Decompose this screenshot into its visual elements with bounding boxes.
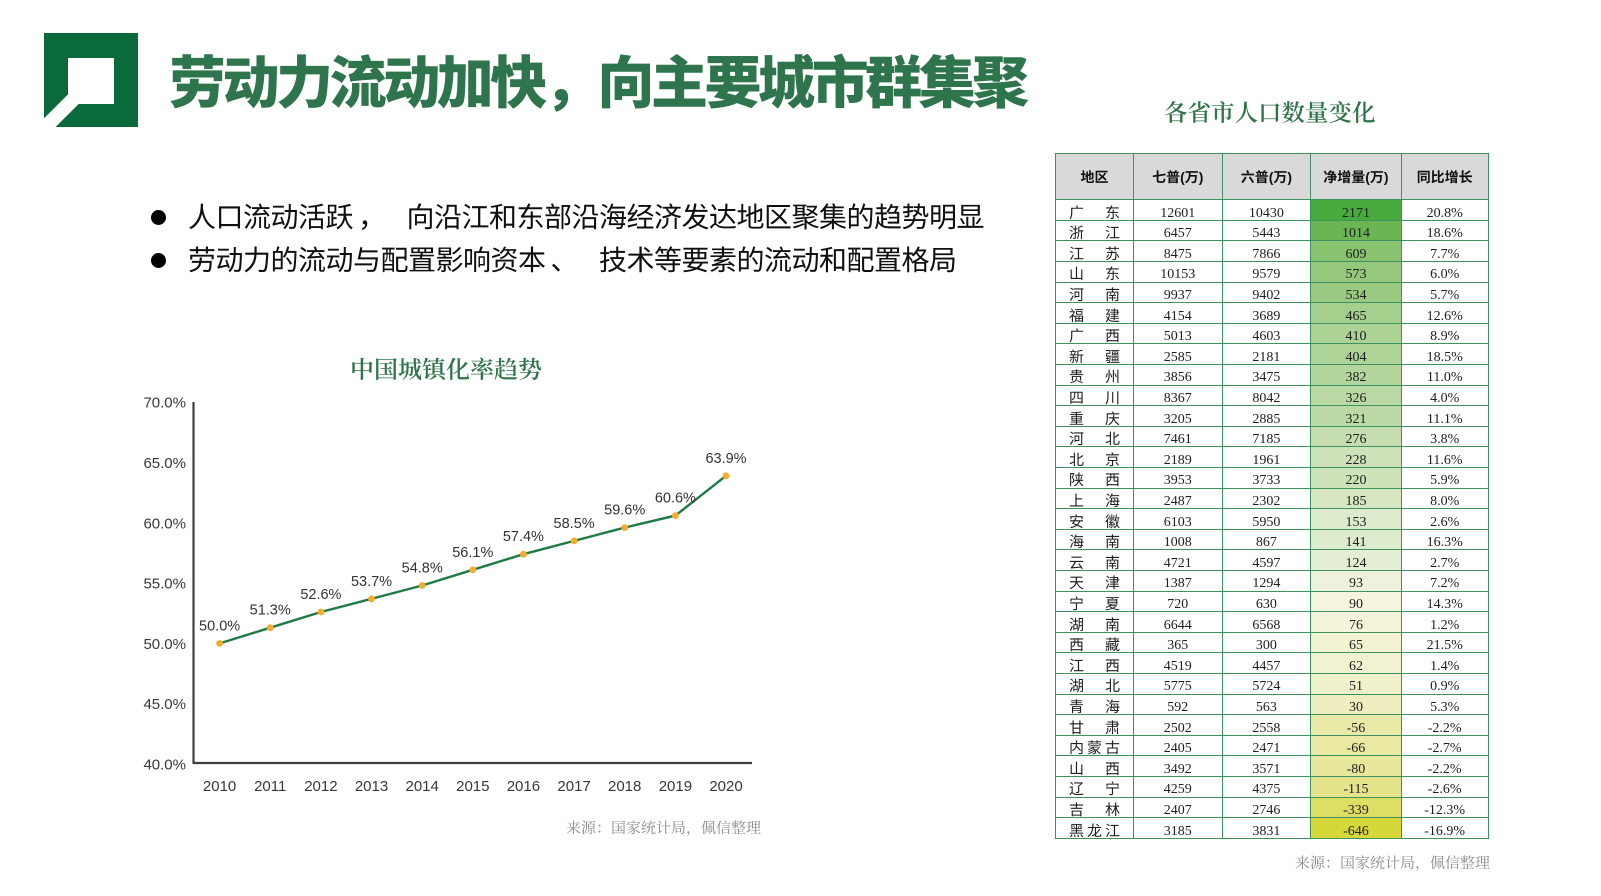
svg-text:2016: 2016 xyxy=(507,778,540,795)
svg-text:65.0%: 65.0% xyxy=(143,455,186,472)
svg-text:2015: 2015 xyxy=(456,778,489,795)
svg-text:2014: 2014 xyxy=(406,778,439,795)
svg-text:2019: 2019 xyxy=(659,778,692,795)
svg-text:40.0%: 40.0% xyxy=(143,757,186,774)
svg-text:52.6%: 52.6% xyxy=(300,587,341,603)
svg-text:45.0%: 45.0% xyxy=(143,696,186,713)
svg-text:60.6%: 60.6% xyxy=(655,491,696,507)
svg-text:58.5%: 58.5% xyxy=(554,516,595,532)
svg-text:2018: 2018 xyxy=(608,778,641,795)
svg-text:2017: 2017 xyxy=(557,778,590,795)
svg-text:2013: 2013 xyxy=(355,778,388,795)
svg-text:63.9%: 63.9% xyxy=(705,451,746,467)
svg-text:56.1%: 56.1% xyxy=(452,545,493,561)
svg-text:51.3%: 51.3% xyxy=(250,603,291,619)
svg-text:57.4%: 57.4% xyxy=(503,529,544,545)
svg-text:53.7%: 53.7% xyxy=(351,574,392,590)
svg-text:54.8%: 54.8% xyxy=(402,561,443,577)
svg-text:2010: 2010 xyxy=(203,778,236,795)
svg-text:60.0%: 60.0% xyxy=(143,515,186,532)
svg-text:59.6%: 59.6% xyxy=(604,503,645,519)
svg-text:2020: 2020 xyxy=(709,778,742,795)
svg-text:50.0%: 50.0% xyxy=(199,618,240,634)
svg-text:2012: 2012 xyxy=(304,778,337,795)
svg-text:70.0%: 70.0% xyxy=(143,395,186,412)
svg-text:55.0%: 55.0% xyxy=(143,576,186,593)
svg-text:50.0%: 50.0% xyxy=(143,636,186,653)
svg-text:2011: 2011 xyxy=(254,778,286,795)
